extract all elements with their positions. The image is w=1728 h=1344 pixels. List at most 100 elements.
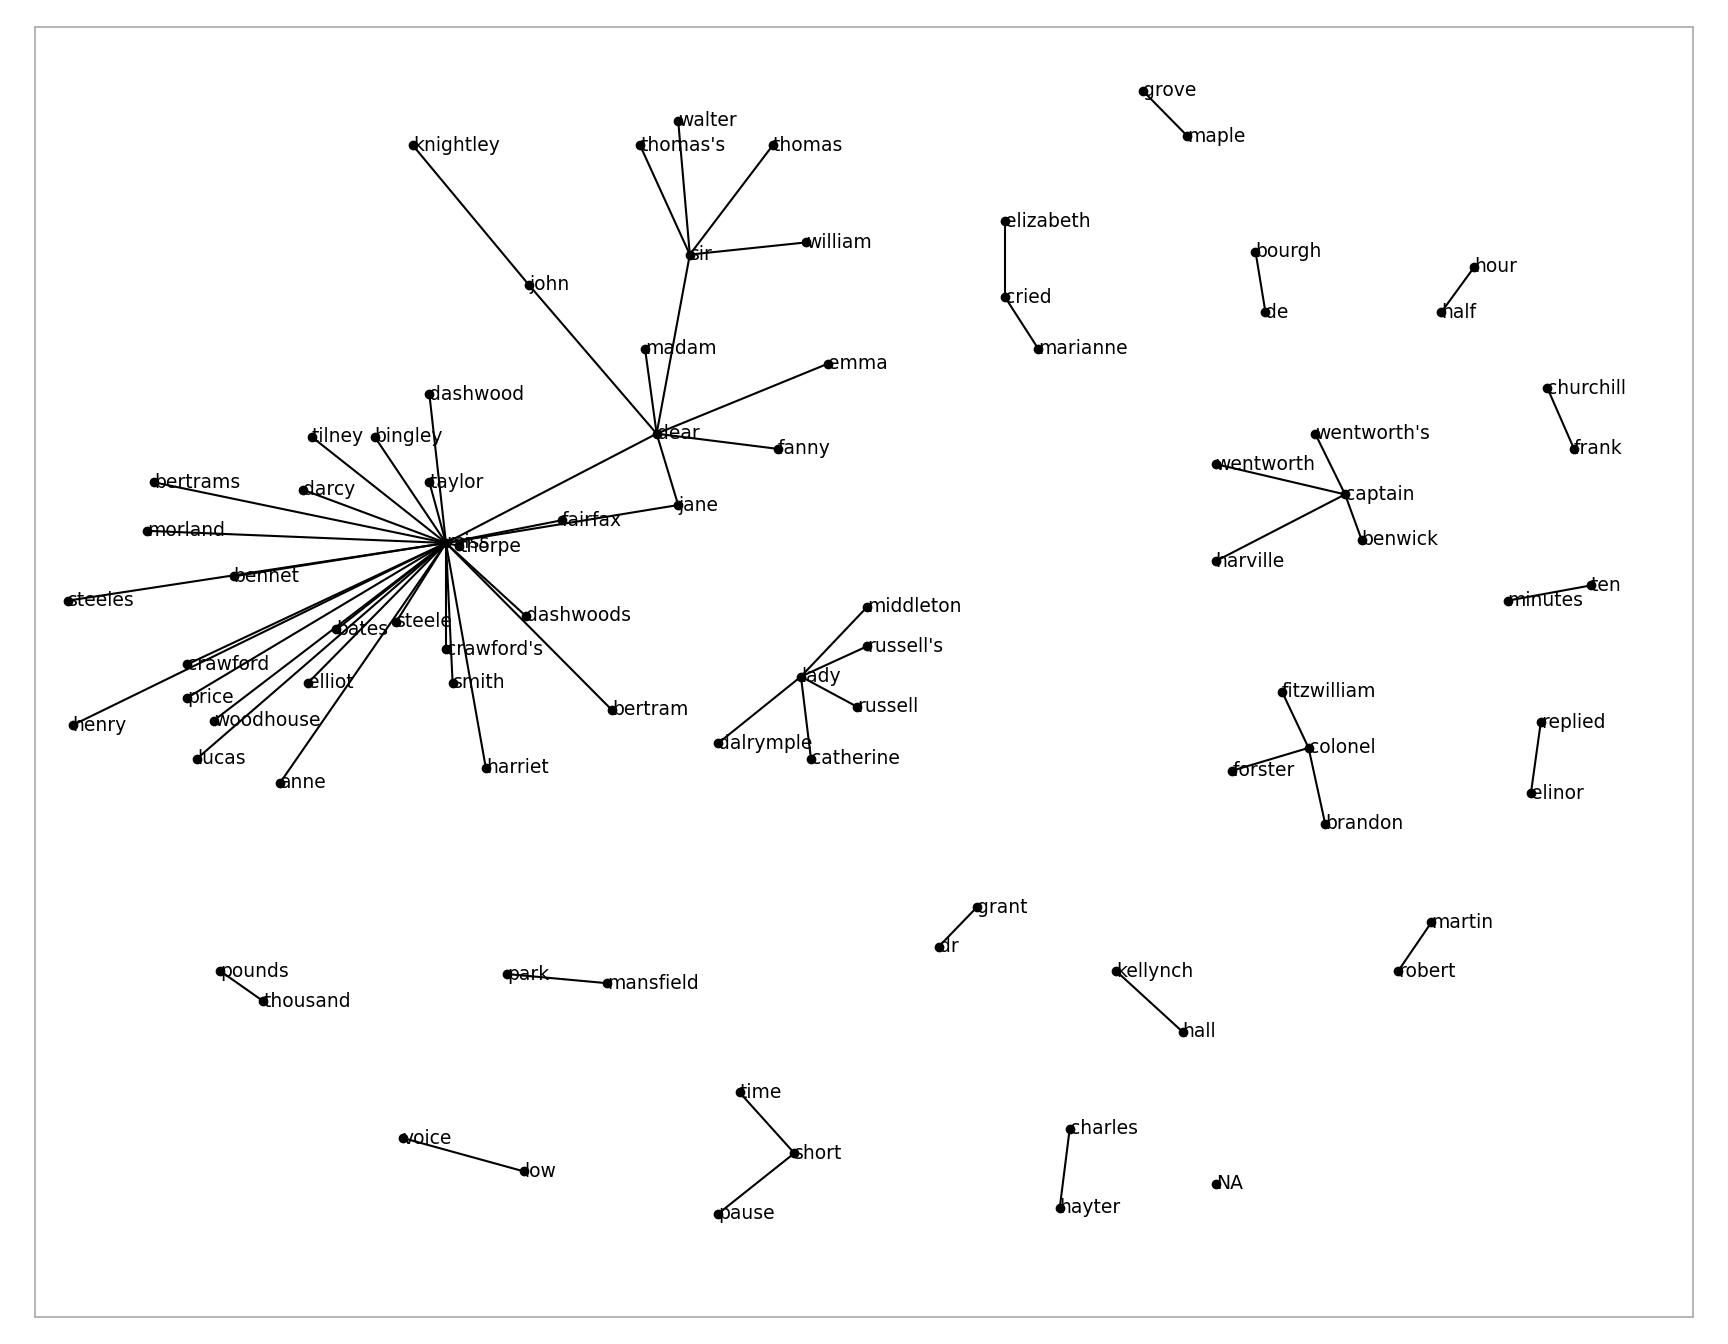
Point: [297, 426, 325, 448]
Text: elliot: elliot: [308, 673, 354, 692]
Point: [1301, 423, 1329, 445]
Point: [1312, 813, 1339, 835]
Point: [631, 337, 658, 359]
Text: thousand: thousand: [263, 992, 351, 1011]
Point: [1460, 255, 1488, 277]
Point: [1427, 301, 1455, 323]
Text: short: short: [795, 1144, 843, 1163]
Text: morland: morland: [147, 521, 225, 540]
Point: [1517, 782, 1545, 804]
Text: captain: captain: [1344, 485, 1415, 504]
Text: hall: hall: [1182, 1023, 1217, 1042]
Point: [1203, 551, 1230, 573]
Text: fairfax: fairfax: [562, 511, 622, 530]
Text: jane: jane: [677, 496, 719, 515]
Point: [643, 423, 670, 445]
Text: brandon: brandon: [1325, 814, 1403, 833]
Text: harriet: harriet: [486, 758, 548, 777]
Text: catherine: catherine: [810, 749, 900, 767]
Text: fanny: fanny: [778, 439, 831, 458]
Point: [1348, 530, 1375, 551]
Point: [781, 1142, 809, 1164]
Text: bennet: bennet: [233, 567, 299, 586]
Point: [1203, 453, 1230, 474]
Text: thorpe: thorpe: [460, 536, 522, 555]
Text: smith: smith: [453, 673, 505, 692]
Point: [266, 771, 294, 793]
Text: time: time: [740, 1083, 783, 1102]
Point: [133, 520, 161, 542]
Text: william: william: [805, 233, 871, 251]
Text: thomas: thomas: [772, 136, 843, 155]
Point: [1528, 711, 1555, 732]
Text: charles: charles: [1070, 1120, 1137, 1138]
Text: elizabeth: elizabeth: [1006, 211, 1090, 231]
Point: [814, 353, 842, 375]
Text: replied: replied: [1541, 712, 1605, 731]
Point: [764, 438, 791, 460]
Text: knightley: knightley: [413, 136, 499, 155]
Point: [415, 383, 442, 405]
Point: [705, 1203, 733, 1224]
Point: [173, 653, 200, 675]
Text: frank: frank: [1574, 439, 1623, 458]
Point: [992, 286, 1020, 308]
Text: kellynch: kellynch: [1116, 961, 1194, 981]
Point: [843, 696, 871, 718]
Text: marianne: marianne: [1039, 339, 1128, 359]
Text: john: john: [529, 276, 569, 294]
Point: [1218, 759, 1246, 781]
Text: madam: madam: [645, 339, 717, 359]
Point: [1128, 79, 1156, 101]
Point: [593, 973, 620, 995]
Text: steeles: steeles: [67, 591, 135, 610]
Point: [626, 134, 653, 156]
Text: benwick: benwick: [1362, 531, 1439, 550]
Text: sir: sir: [689, 245, 712, 263]
Point: [1560, 438, 1588, 460]
Point: [439, 672, 467, 694]
Text: dalrymple: dalrymple: [719, 734, 812, 753]
Text: hayter: hayter: [1059, 1199, 1121, 1218]
Point: [1417, 911, 1445, 933]
Point: [1576, 575, 1604, 597]
Text: forster: forster: [1232, 761, 1294, 780]
Text: dashwood: dashwood: [429, 384, 525, 403]
Text: elinor: elinor: [1531, 784, 1585, 802]
Point: [432, 532, 460, 554]
Point: [664, 495, 691, 516]
Point: [854, 636, 881, 657]
Text: russell's: russell's: [867, 637, 943, 656]
Point: [962, 896, 990, 918]
Point: [797, 747, 824, 769]
Point: [1384, 960, 1412, 981]
Point: [446, 535, 473, 556]
Text: steele: steele: [396, 613, 453, 632]
Point: [1331, 484, 1358, 505]
Text: middleton: middleton: [867, 597, 962, 617]
Point: [759, 134, 786, 156]
Text: bates: bates: [337, 620, 389, 638]
Text: bingley: bingley: [375, 427, 442, 446]
Text: woodhouse: woodhouse: [214, 711, 320, 730]
Text: fitzwilliam: fitzwilliam: [1282, 683, 1377, 702]
Text: de: de: [1265, 302, 1289, 321]
Text: pounds: pounds: [221, 961, 289, 981]
Point: [726, 1082, 753, 1103]
Text: anne: anne: [280, 773, 327, 793]
Text: churchill: churchill: [1548, 379, 1626, 398]
Point: [1242, 241, 1270, 262]
Text: miss: miss: [446, 534, 489, 552]
Text: maple: maple: [1187, 126, 1246, 145]
Point: [361, 426, 389, 448]
Point: [1294, 737, 1322, 758]
Point: [219, 566, 247, 587]
Point: [1251, 301, 1279, 323]
Text: ten: ten: [1590, 577, 1621, 595]
Point: [705, 732, 733, 754]
Point: [290, 478, 318, 500]
Point: [598, 699, 626, 720]
Text: dr: dr: [938, 937, 959, 956]
Text: henry: henry: [73, 715, 126, 735]
Text: darcy: darcy: [304, 480, 356, 500]
